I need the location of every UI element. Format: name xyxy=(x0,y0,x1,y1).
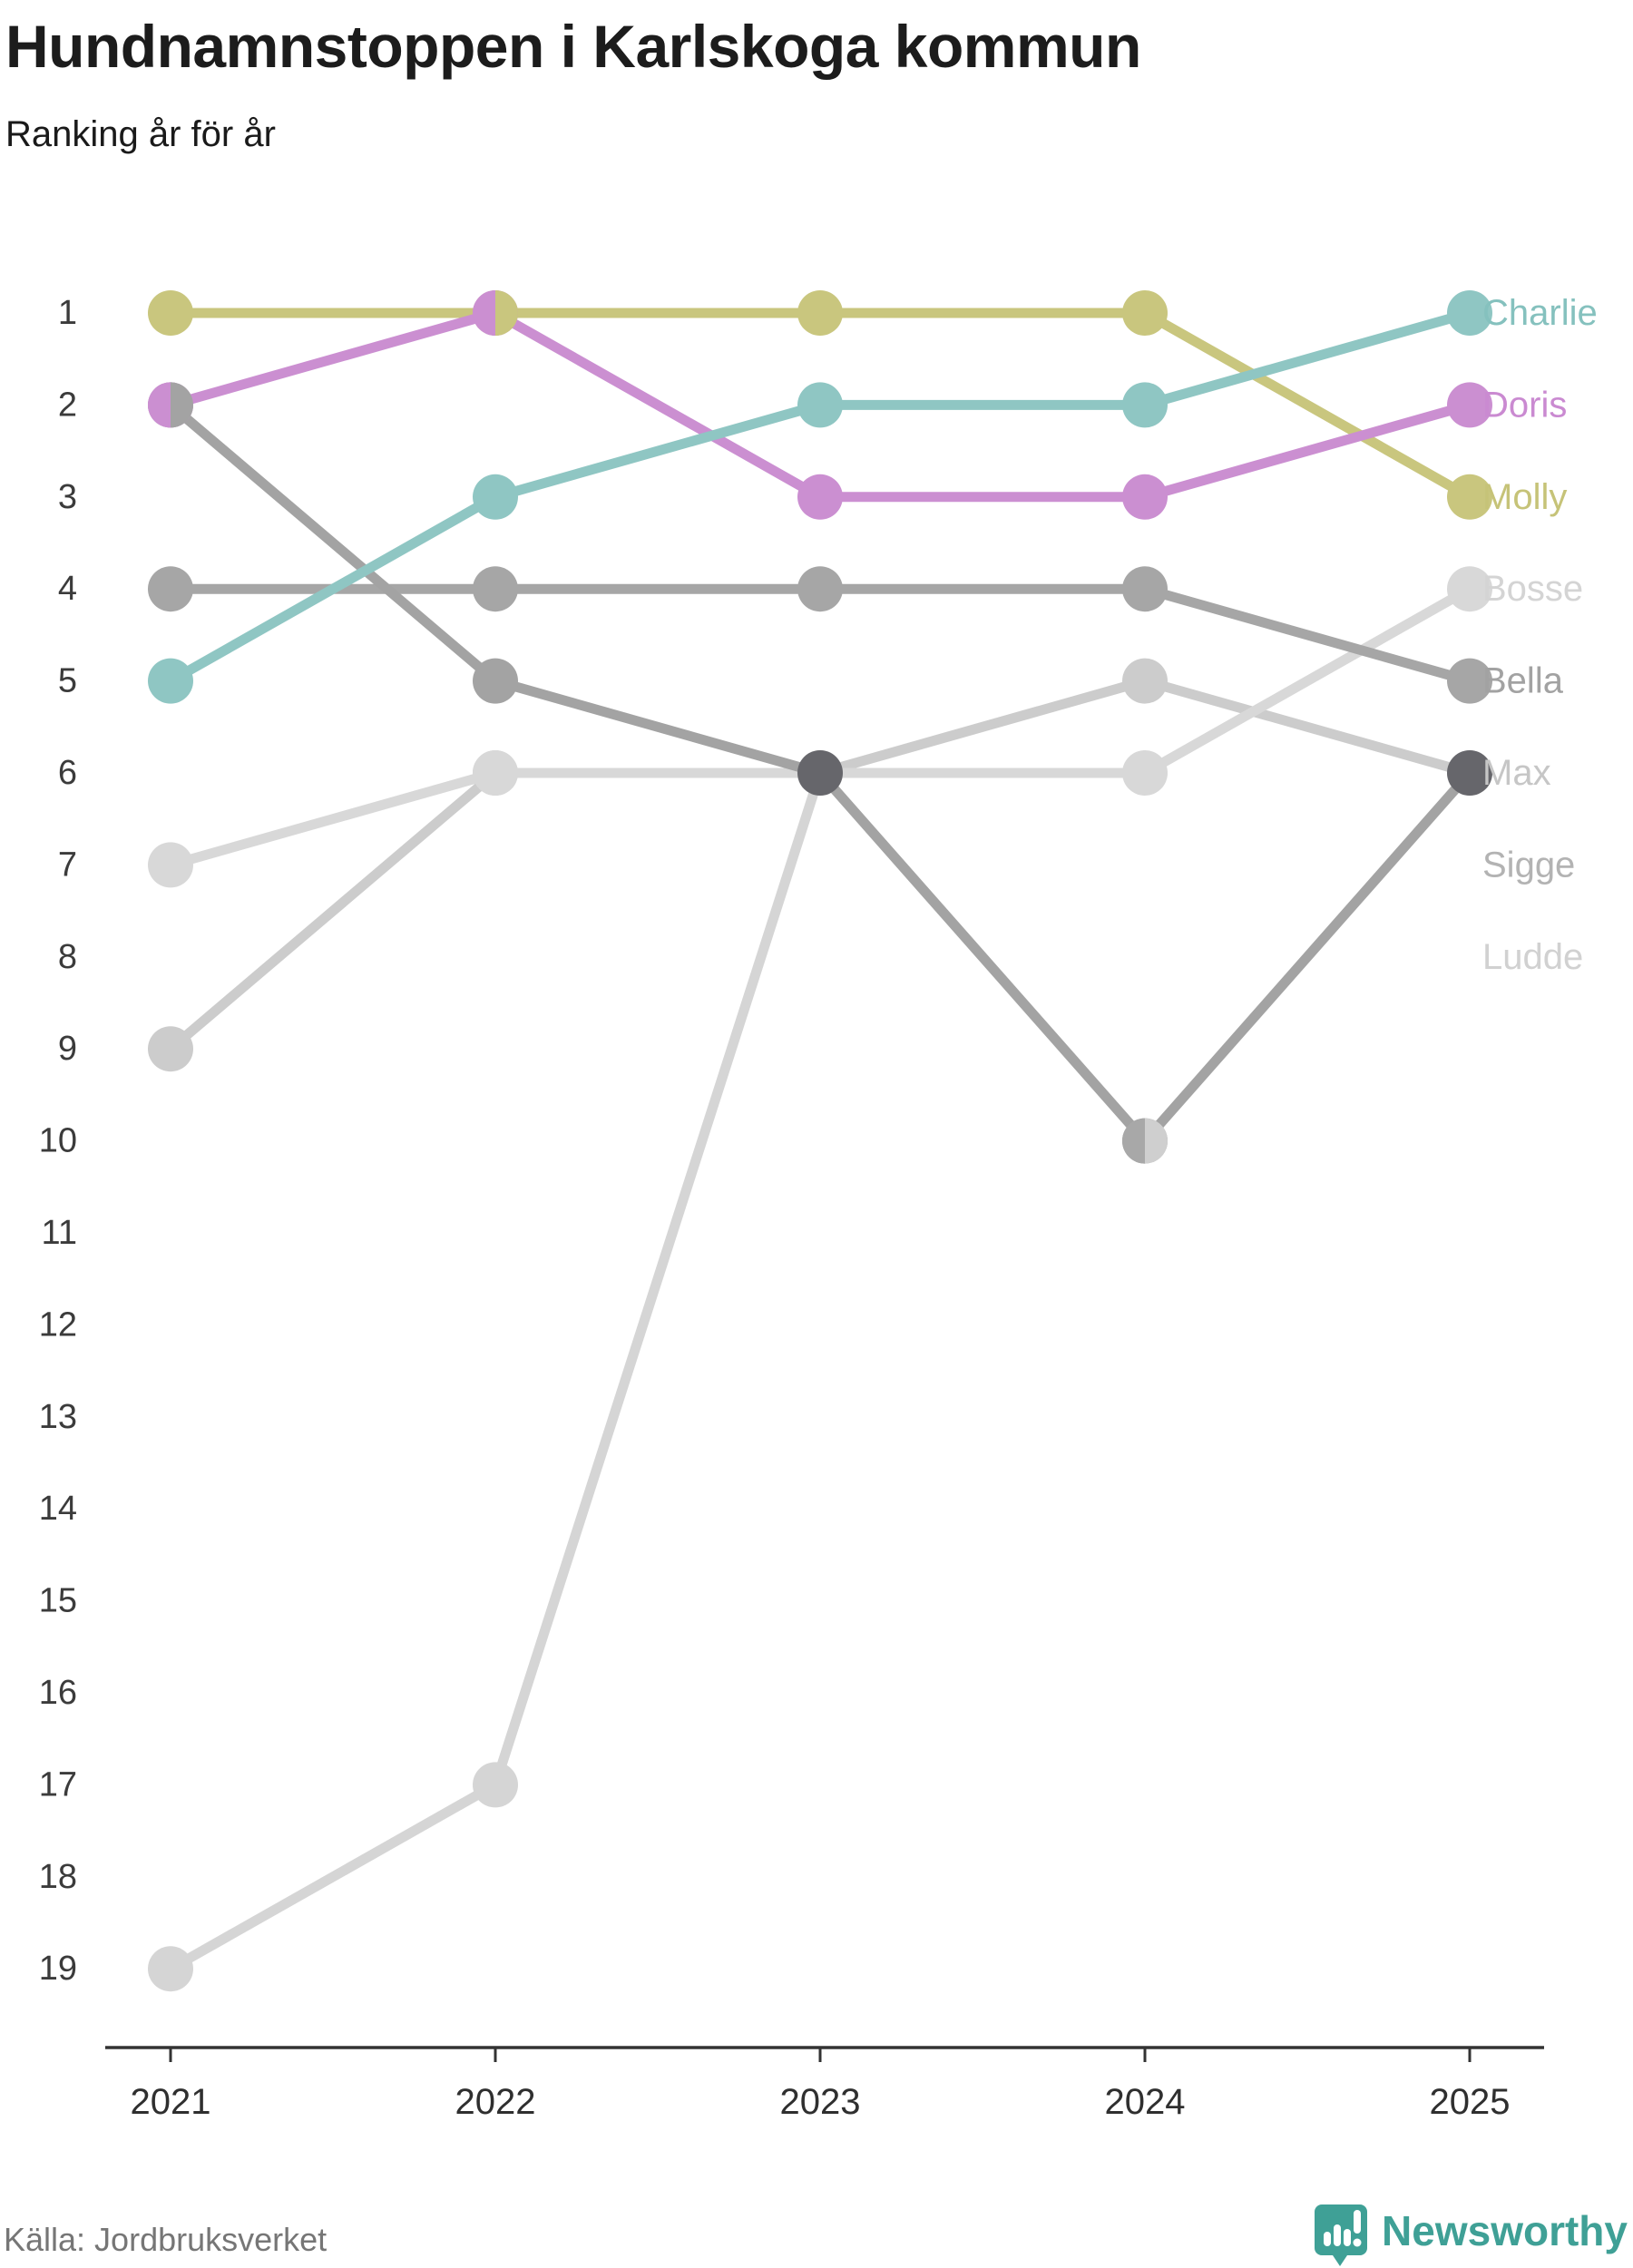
y-axis-tick-label: 14 xyxy=(39,1490,77,1528)
series-dot-bella xyxy=(1447,658,1492,704)
y-axis-tick-label: 8 xyxy=(58,938,77,976)
y-axis-tick-label: 17 xyxy=(39,1765,77,1804)
series-label-doris: Doris xyxy=(1482,385,1567,425)
tie-dot-right-half xyxy=(1145,1118,1168,1164)
x-axis-tick-label: 2022 xyxy=(455,2082,536,2122)
tie-dot-right-half xyxy=(495,290,518,336)
page-subtitle: Ranking år för år xyxy=(5,113,276,154)
y-axis-tick-label: 6 xyxy=(58,754,77,792)
x-axis-tick-label: 2025 xyxy=(1430,2082,1511,2122)
series-dot-doris xyxy=(1122,474,1168,520)
page-title: Hundnamnstoppen i Karlskoga kommun xyxy=(5,13,1141,80)
series-label-ludde: Ludde xyxy=(1482,937,1583,977)
source-note: Källa: Jordbruksverket xyxy=(4,2221,328,2258)
y-axis-tick-label: 9 xyxy=(58,1030,77,1068)
x-axis-tick-label: 2023 xyxy=(780,2082,861,2122)
series-dot-sigge xyxy=(1122,658,1168,704)
series-dot-molly xyxy=(1122,290,1168,336)
series-dot-molly xyxy=(797,290,843,336)
series-dot-charlie xyxy=(148,658,193,704)
series-dot-bosse xyxy=(473,750,518,796)
series-dot-max xyxy=(797,750,843,796)
series-dot-molly xyxy=(1447,474,1492,520)
y-axis-tick-label: 18 xyxy=(39,1858,77,1896)
x-axis-tick-label: 2024 xyxy=(1105,2082,1186,2122)
chart-header: Hundnamnstoppen i Karlskoga kommun Ranki… xyxy=(5,13,1620,155)
series-label-bella: Bella xyxy=(1482,661,1564,701)
series-dot-bella xyxy=(148,566,193,612)
y-axis-tick-label: 4 xyxy=(58,570,77,608)
series-dot-charlie xyxy=(473,474,518,520)
y-axis-tick-label: 12 xyxy=(39,1305,77,1344)
tie-dot-left-half xyxy=(473,290,495,336)
series-label-sigge: Sigge xyxy=(1482,845,1575,885)
series-dot-ludde xyxy=(148,1946,193,1992)
series-dot-molly xyxy=(148,290,193,336)
y-axis-tick-label: 11 xyxy=(42,1214,77,1252)
series-dot-charlie xyxy=(1447,290,1492,336)
series-dot-bella xyxy=(473,566,518,612)
series-label-molly: Molly xyxy=(1482,477,1567,517)
x-axis-tick-label: 2021 xyxy=(131,2082,211,2122)
series-dot-sigge xyxy=(148,1026,193,1072)
tie-dot-right-half xyxy=(171,382,194,428)
y-axis-tick-label: 5 xyxy=(58,662,77,700)
series-dot-ludde xyxy=(473,1762,518,1808)
series-label-max: Max xyxy=(1482,753,1551,793)
newsworthy-logo-text: Newsworthy xyxy=(1382,2207,1628,2254)
series-dot-charlie xyxy=(1122,382,1168,428)
series-dot-max xyxy=(1447,750,1492,796)
y-axis-tick-label: 1 xyxy=(58,294,77,332)
y-axis-tick-label: 2 xyxy=(58,386,77,424)
series-line-ludde xyxy=(165,767,1150,1974)
y-axis-tick-label: 10 xyxy=(39,1122,77,1160)
series-dot-bosse xyxy=(148,842,193,888)
newsworthy-logo-icon xyxy=(1315,2204,1368,2266)
series-dot-bella xyxy=(797,566,843,612)
series-dot-charlie xyxy=(797,382,843,428)
chart-footer: Källa: Jordbruksverket Newsworthy xyxy=(0,2199,1633,2268)
y-axis-tick-label: 16 xyxy=(39,1674,77,1712)
y-axis-tick-label: 13 xyxy=(39,1398,77,1436)
tie-dot-left-half xyxy=(1122,1118,1145,1164)
y-axis-tick-label: 19 xyxy=(39,1950,77,1988)
y-axis-tick-label: 15 xyxy=(39,1582,77,1620)
series-dot-bosse xyxy=(1447,566,1492,612)
series-dot-max xyxy=(473,658,518,704)
y-axis-tick-label: 3 xyxy=(58,478,77,516)
series-dot-doris xyxy=(1447,382,1492,428)
series-dot-doris xyxy=(797,474,843,520)
series-dot-bosse xyxy=(1122,750,1168,796)
tie-dot-left-half xyxy=(148,382,171,428)
newsworthy-logo[interactable]: Newsworthy xyxy=(1313,2199,1628,2268)
series-label-charlie: Charlie xyxy=(1482,293,1598,333)
y-axis-tick-label: 7 xyxy=(58,846,77,884)
series-dot-bella xyxy=(1122,566,1168,612)
series-label-bosse: Bosse xyxy=(1482,569,1583,609)
